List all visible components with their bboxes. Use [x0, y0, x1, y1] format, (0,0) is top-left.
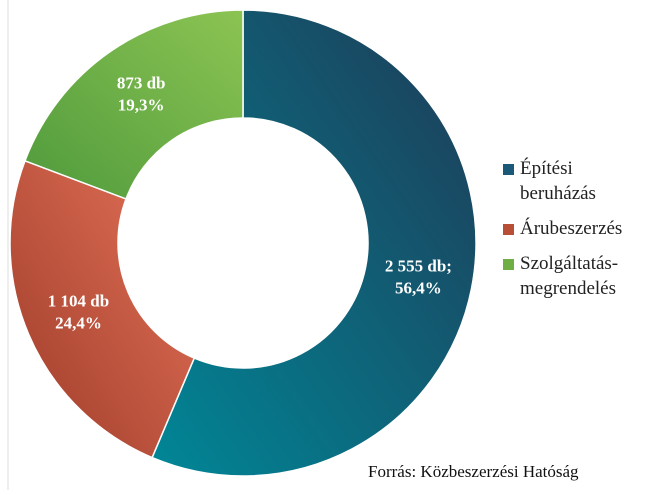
value-label: 1 104 db — [48, 291, 109, 310]
value-label: 873 db — [117, 74, 166, 93]
donut-slice — [151, 9, 477, 477]
donut-slice — [24, 9, 244, 200]
legend-item: Árubeszerzés — [500, 216, 650, 241]
legend-label: Építési beruházás — [520, 158, 596, 204]
legend-item: Szolgáltatás-megrendelés — [500, 251, 650, 301]
legend: Építési beruházás Árubeszerzés Szolgáltatá… — [500, 156, 650, 311]
value-label: 2 555 db; — [385, 257, 452, 276]
legend-swatch — [503, 224, 514, 235]
percent-label: 24,4% — [55, 313, 102, 332]
legend-label: Árubeszerzés — [520, 218, 623, 239]
legend-swatch — [503, 259, 514, 270]
legend-label: Szolgáltatás-megrendelés — [520, 253, 619, 299]
percent-label: 56,4% — [395, 279, 442, 298]
source: Forrás: Közbeszerzési Hatóság — [368, 462, 579, 481]
percent-label: 19,3% — [118, 96, 165, 115]
legend-swatch — [503, 164, 514, 175]
donut-slice — [9, 159, 196, 459]
legend-item: Építési beruházás — [500, 156, 650, 206]
